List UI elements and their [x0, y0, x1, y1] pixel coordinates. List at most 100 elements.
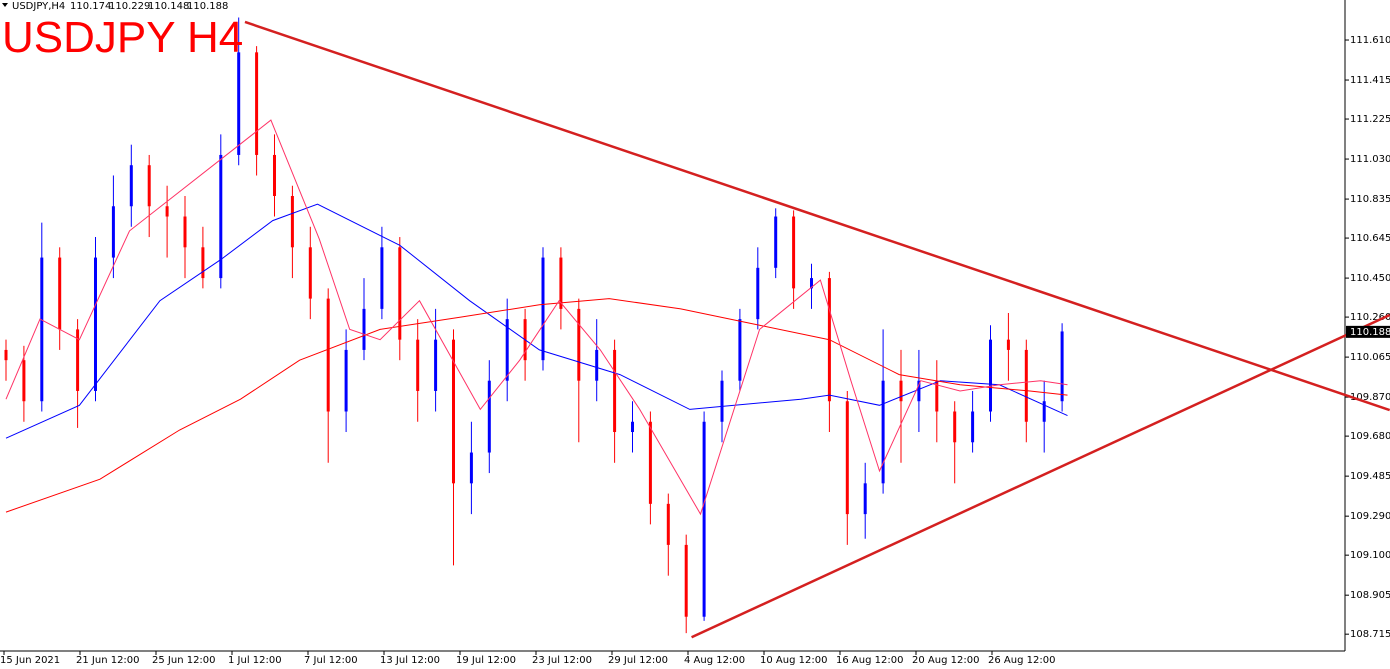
x-tick-label: 23 Jul 12:00 — [532, 655, 592, 666]
candle-body — [165, 206, 169, 217]
y-tick-label: 109.870 — [1350, 392, 1390, 403]
candle-body — [487, 380, 491, 453]
y-tick-label: 109.100 — [1350, 550, 1390, 561]
y-tick-label: 109.680 — [1350, 431, 1390, 442]
candle-body — [810, 278, 813, 289]
y-tick-label: 111.415 — [1350, 75, 1390, 86]
x-tick-label: 7 Jul 12:00 — [304, 655, 358, 666]
candle-body — [201, 247, 205, 279]
candle-body — [756, 267, 760, 320]
candle-body — [380, 247, 384, 309]
candle-body — [935, 380, 939, 412]
candle-body — [219, 154, 223, 279]
candle-body — [595, 349, 599, 381]
candle-body — [971, 411, 975, 443]
candle-body — [1006, 339, 1010, 350]
candle-body — [452, 339, 455, 484]
candle-body — [917, 380, 921, 402]
y-tick-label: 110.450 — [1350, 273, 1390, 284]
x-tick-label: 25 Jun 12:00 — [152, 655, 216, 666]
x-tick-label: 21 Jun 12:00 — [76, 655, 140, 666]
candle-body — [989, 339, 992, 412]
candle-body — [541, 257, 545, 361]
x-tick-label: 20 Aug 12:00 — [912, 655, 979, 666]
y-tick-label: 111.030 — [1350, 154, 1390, 165]
candle-body — [1060, 331, 1064, 402]
candle-body — [308, 247, 312, 299]
menu-arrow — [2, 3, 8, 7]
x-tick-label: 16 Aug 12:00 — [836, 655, 903, 666]
candle-body — [1042, 401, 1046, 422]
candle-body — [4, 349, 8, 361]
candle-body — [111, 206, 115, 258]
candle-body — [792, 216, 796, 289]
candle-body — [953, 411, 957, 443]
candle-body — [863, 483, 867, 515]
moving-average — [5, 203, 1068, 439]
y-tick-label: 110.835 — [1350, 194, 1390, 205]
y-tick-label: 108.715 — [1350, 629, 1390, 640]
candle-body — [94, 257, 97, 391]
candle-body — [58, 257, 62, 330]
candle-body — [183, 216, 187, 248]
candle-body — [255, 52, 259, 155]
y-tick-label: 110.260 — [1350, 312, 1390, 323]
x-tick-label: 10 Aug 12:00 — [760, 655, 827, 666]
moving-average — [5, 119, 1068, 516]
trend-line — [691, 313, 1390, 639]
candle-body — [666, 503, 670, 545]
plot-area — [4, 17, 1068, 634]
candle-body — [774, 216, 778, 268]
candle-body — [899, 380, 903, 402]
candle-body — [434, 339, 438, 391]
header-value: 110.229 — [109, 1, 150, 12]
moving-average — [5, 298, 1068, 513]
candle-body — [344, 349, 348, 412]
x-tick-label: 19 Jul 12:00 — [456, 655, 516, 666]
y-tick-label: 111.225 — [1350, 114, 1390, 125]
candle-body — [40, 257, 44, 402]
candle-body — [1024, 349, 1028, 422]
x-tick-label: 15 Jun 2021 — [0, 655, 60, 666]
candle-body — [326, 298, 330, 412]
header-value: 110.174 — [70, 1, 111, 12]
chart-title: USDJPY H4 — [2, 13, 243, 62]
x-tick-label: 4 Aug 12:00 — [684, 655, 745, 666]
candle-body — [505, 319, 509, 381]
header-value: 110.148 — [148, 1, 189, 12]
candle-body — [416, 339, 420, 391]
candle-body — [720, 380, 724, 422]
y-tick-label: 110.645 — [1350, 233, 1390, 244]
candle-body — [845, 401, 849, 515]
price-tag-label: 110.188 — [1350, 327, 1390, 338]
price-tag — [1346, 325, 1390, 338]
x-tick-label: 29 Jul 12:00 — [608, 655, 668, 666]
candle-body — [881, 380, 885, 484]
candle-body — [22, 360, 26, 402]
candle-body — [648, 421, 652, 504]
candle-body — [290, 195, 294, 248]
symbol-label: USDJPY,H4 — [12, 1, 65, 12]
candle-body — [631, 421, 634, 433]
candle-body — [469, 452, 473, 484]
candle-body — [577, 308, 581, 381]
y-tick-label: 109.290 — [1350, 511, 1390, 522]
candle-body — [147, 165, 151, 207]
candle-body — [559, 257, 563, 309]
candle-body — [702, 421, 706, 617]
candle-body — [237, 52, 241, 155]
x-tick-label: 1 Jul 12:00 — [228, 655, 282, 666]
candle-body — [362, 308, 366, 350]
x-tick-label: 13 Jul 12:00 — [380, 655, 440, 666]
candle-body — [76, 329, 80, 391]
header-value: 110.188 — [187, 1, 228, 12]
y-tick-label: 111.610 — [1350, 35, 1390, 46]
y-tick-label: 108.905 — [1350, 590, 1390, 601]
candle-body — [613, 349, 617, 433]
trend-line — [244, 20, 1390, 412]
candle-body — [738, 319, 742, 381]
y-tick-label: 109.485 — [1350, 471, 1390, 482]
candle-body — [129, 165, 133, 207]
y-tick-label: 110.065 — [1350, 352, 1390, 363]
